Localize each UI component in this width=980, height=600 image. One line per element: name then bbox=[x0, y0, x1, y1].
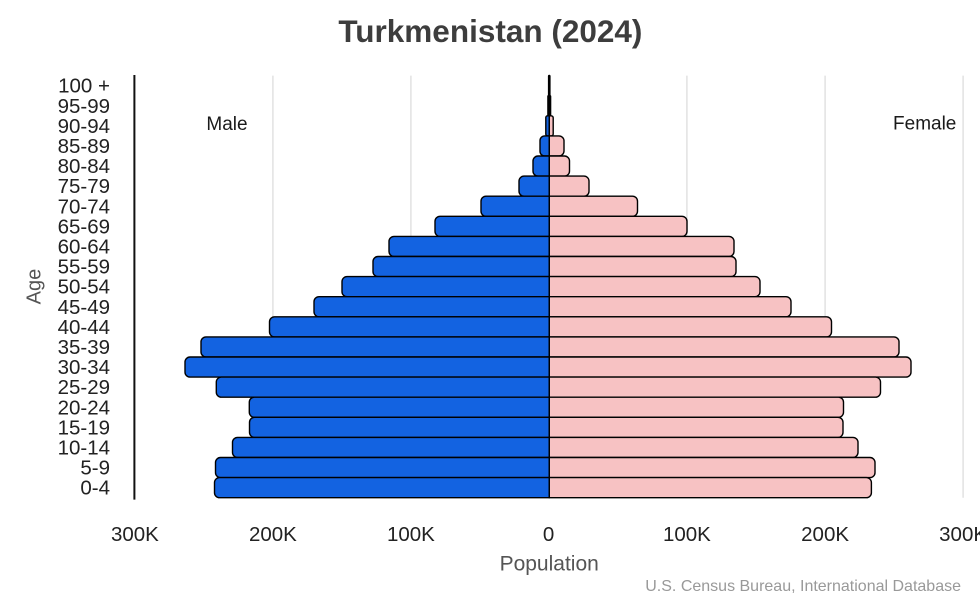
svg-text:30-34: 30-34 bbox=[58, 356, 110, 379]
svg-text:85-89: 85-89 bbox=[58, 135, 110, 158]
svg-text:100K: 100K bbox=[663, 523, 711, 546]
svg-text:Male: Male bbox=[206, 114, 247, 135]
svg-text:35-39: 35-39 bbox=[58, 336, 110, 359]
svg-text:Turkmenistan (2024): Turkmenistan (2024) bbox=[338, 13, 642, 49]
svg-text:0-4: 0-4 bbox=[80, 477, 110, 500]
svg-text:80-84: 80-84 bbox=[58, 155, 110, 178]
svg-text:65-69: 65-69 bbox=[58, 215, 110, 238]
svg-text:10-14: 10-14 bbox=[58, 436, 110, 459]
svg-text:20-24: 20-24 bbox=[58, 396, 110, 419]
svg-text:300K: 300K bbox=[111, 523, 159, 546]
svg-text:95-99: 95-99 bbox=[58, 95, 110, 118]
svg-text:60-64: 60-64 bbox=[58, 235, 110, 258]
svg-text:40-44: 40-44 bbox=[58, 316, 110, 339]
svg-text:15-19: 15-19 bbox=[58, 416, 110, 439]
svg-text:200K: 200K bbox=[249, 523, 297, 546]
svg-text:55-59: 55-59 bbox=[58, 256, 110, 279]
svg-text:75-79: 75-79 bbox=[58, 175, 110, 198]
svg-text:100K: 100K bbox=[387, 523, 435, 546]
svg-text:300K: 300K bbox=[939, 523, 980, 546]
svg-text:70-74: 70-74 bbox=[58, 195, 110, 218]
svg-text:25-29: 25-29 bbox=[58, 376, 110, 399]
svg-text:0: 0 bbox=[543, 523, 554, 546]
svg-text:Population: Population bbox=[500, 552, 599, 575]
svg-text:100 +: 100 + bbox=[58, 75, 110, 98]
svg-text:90-94: 90-94 bbox=[58, 115, 110, 138]
svg-text:45-49: 45-49 bbox=[58, 296, 110, 319]
svg-text:U.S. Census Bureau, Internatio: U.S. Census Bureau, International Databa… bbox=[645, 578, 961, 595]
svg-text:200K: 200K bbox=[801, 523, 849, 546]
svg-text:50-54: 50-54 bbox=[58, 276, 110, 299]
svg-text:Female: Female bbox=[893, 114, 956, 135]
svg-text:5-9: 5-9 bbox=[80, 457, 110, 480]
svg-text:Age: Age bbox=[24, 269, 46, 305]
